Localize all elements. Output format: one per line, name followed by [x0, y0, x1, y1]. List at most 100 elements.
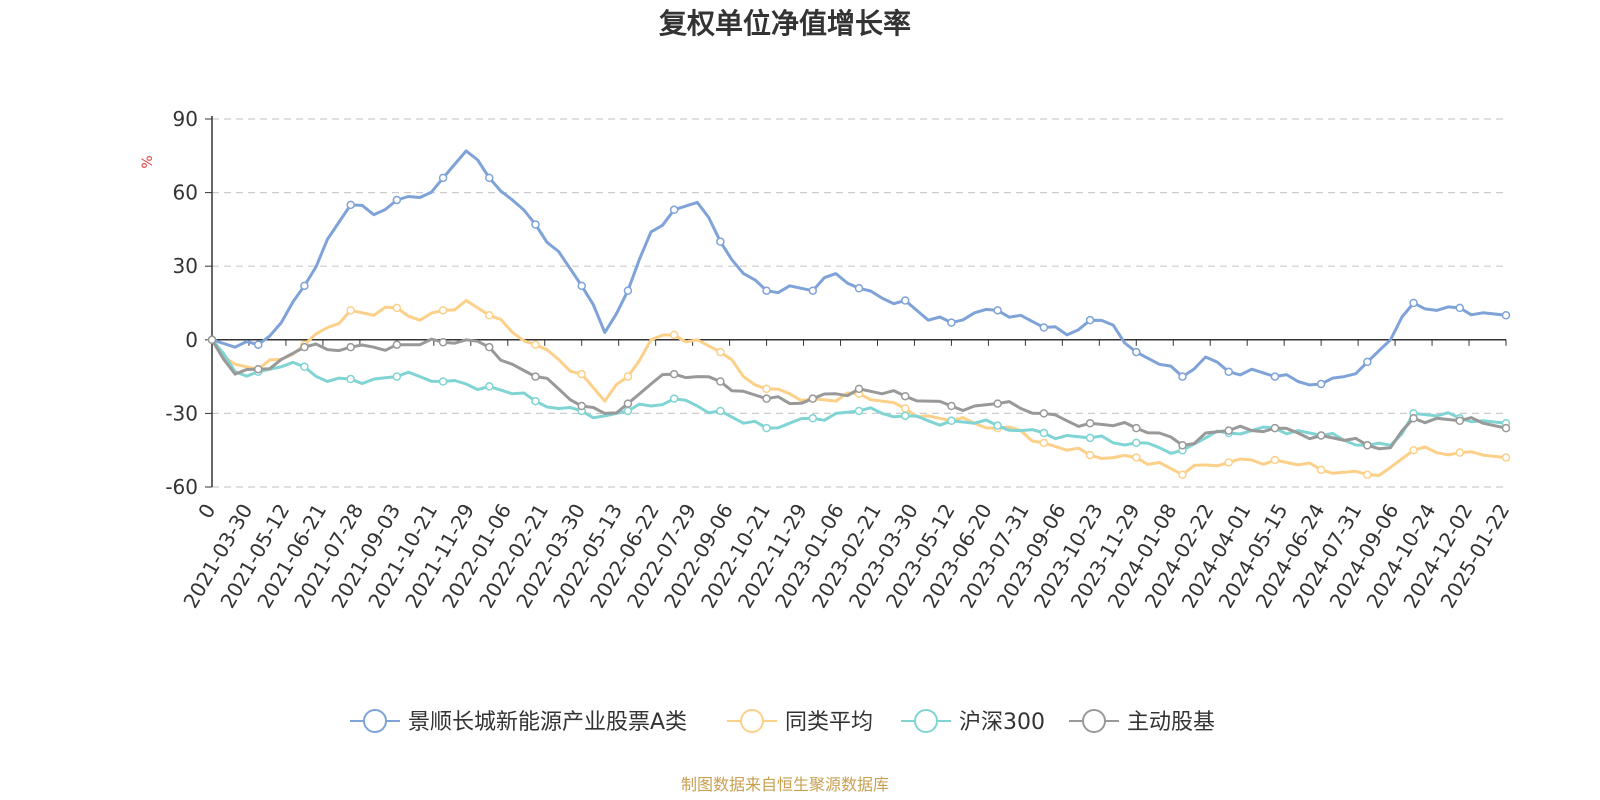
source-note: 制图数据来自恒生聚源数据库 [681, 775, 889, 794]
data-point [438, 173, 448, 183]
data-point [808, 394, 818, 403]
data-point [1085, 315, 1095, 325]
series-0 [207, 149, 1511, 389]
data-point [1224, 426, 1233, 435]
data-point [669, 369, 679, 379]
data-point [1316, 379, 1326, 389]
data-point [900, 296, 910, 305]
data-point [531, 220, 540, 229]
series-3 [207, 335, 1511, 451]
legend-label: 主动股基 [1127, 710, 1215, 735]
data-point [993, 399, 1002, 408]
legend-marker-icon [740, 709, 764, 733]
data-point [300, 362, 309, 372]
y-tick-label: 60 [173, 181, 198, 205]
data-point [808, 414, 818, 423]
data-point [346, 200, 355, 210]
data-point [485, 173, 494, 183]
data-point [300, 281, 309, 291]
data-point [531, 340, 540, 349]
series-line [210, 338, 1507, 455]
legend[interactable]: 景顺长城新能源产业股票A类 同类平均 沪深300 主动股基 [350, 709, 1215, 735]
data-point [1270, 372, 1280, 381]
data-point [1501, 423, 1511, 433]
y-tick-label: -30 [165, 401, 198, 425]
data-point [1085, 418, 1095, 428]
legend-item[interactable]: 同类平均 [727, 709, 873, 735]
data-point [1224, 367, 1233, 376]
data-point [1132, 347, 1141, 357]
data-point [1501, 453, 1511, 462]
legend-marker-icon [914, 709, 938, 733]
y-tick-label: 90 [173, 107, 198, 131]
data-point [300, 342, 309, 352]
data-point [1316, 431, 1326, 440]
data-point [1316, 465, 1326, 475]
data-point [854, 384, 864, 394]
data-point [1178, 470, 1187, 479]
legend-marker-icon [1082, 709, 1106, 733]
data-point [1039, 428, 1049, 438]
data-point [716, 377, 725, 386]
data-point [1455, 416, 1465, 426]
y-axis-unit-label: % [140, 155, 156, 168]
data-point [1039, 409, 1049, 418]
data-point [1409, 445, 1418, 455]
data-point [808, 286, 818, 295]
data-point [669, 394, 679, 403]
data-point [1409, 414, 1418, 423]
data-point [947, 318, 956, 327]
data-point [1455, 303, 1465, 313]
data-point [485, 311, 494, 320]
data-point [577, 281, 586, 291]
y-tick-label: 0 [185, 328, 198, 352]
series-layer [207, 149, 1511, 479]
data-point [1409, 298, 1418, 308]
data-point [392, 303, 402, 313]
data-point [762, 394, 771, 403]
data-point [716, 406, 725, 416]
data-point [669, 330, 679, 340]
grid-layer [212, 118, 1506, 488]
data-point [1178, 372, 1187, 381]
chart-title: 复权单位净值增长率 [659, 7, 911, 40]
data-point [253, 340, 263, 349]
y-tick-label: -60 [165, 475, 198, 499]
data-point [392, 372, 402, 381]
data-point [993, 306, 1002, 315]
data-point [947, 401, 956, 411]
data-point [485, 342, 494, 352]
series-line [210, 337, 1507, 451]
legend-label: 沪深300 [959, 710, 1045, 735]
legend-label: 同类平均 [785, 710, 873, 735]
axis-layer: -60-30030609002021-03-302021-05-122021-0… [165, 107, 1514, 612]
data-point [531, 396, 540, 406]
data-point [1224, 458, 1233, 467]
data-point [1132, 423, 1141, 433]
data-point [1085, 433, 1095, 443]
data-point [947, 416, 956, 426]
data-point [1039, 323, 1049, 332]
data-point [1270, 423, 1280, 433]
legend-item[interactable]: 景顺长城新能源产业股票A类 [350, 709, 687, 735]
data-point [392, 195, 402, 205]
legend-item[interactable]: 沪深300 [901, 709, 1045, 735]
data-point [438, 338, 448, 347]
data-point [1085, 450, 1095, 460]
data-point [623, 372, 633, 381]
data-point [623, 286, 633, 295]
data-point [1039, 438, 1049, 448]
data-point [438, 377, 448, 386]
data-point [716, 237, 725, 246]
data-point [1363, 357, 1372, 367]
data-point [485, 382, 494, 391]
legend-item[interactable]: 主动股基 [1069, 709, 1215, 735]
data-point [1270, 455, 1280, 465]
data-point [762, 286, 771, 295]
data-point [854, 406, 864, 416]
data-point [577, 401, 586, 411]
data-point [1178, 441, 1187, 450]
data-point [253, 364, 263, 374]
data-point [669, 205, 679, 215]
